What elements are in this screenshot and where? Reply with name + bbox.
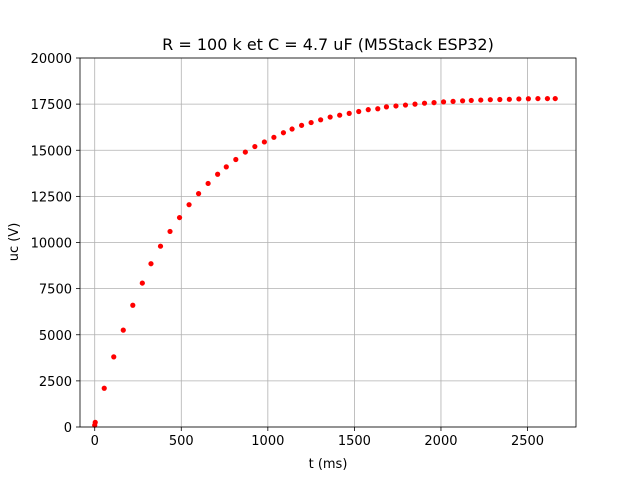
data-point — [356, 108, 362, 115]
data-point — [101, 385, 107, 391]
data-points — [92, 95, 558, 428]
data-point — [365, 107, 371, 113]
data-point — [431, 100, 437, 106]
data-point — [535, 95, 541, 102]
y-axis-label: uc (V) — [7, 223, 22, 262]
data-point — [421, 100, 428, 106]
data-point — [186, 202, 192, 208]
data-point — [215, 171, 221, 177]
data-point — [525, 96, 531, 102]
data-point — [440, 99, 447, 105]
data-point — [552, 95, 558, 102]
y-tick-label: 12500 — [31, 190, 72, 205]
data-point — [157, 243, 164, 249]
data-point — [402, 102, 409, 108]
data-point — [223, 164, 229, 170]
data-point — [242, 149, 248, 155]
data-point — [375, 106, 381, 112]
data-point — [148, 261, 154, 267]
y-tick-label: 17500 — [31, 98, 72, 113]
data-point — [120, 327, 126, 333]
data-point — [497, 96, 503, 103]
y-tick-label: 5000 — [39, 329, 72, 344]
y-axis-ticks: 0 2500 5000 7500 10000 12500 15000 17500 20000 — [31, 52, 80, 436]
data-point — [450, 98, 456, 104]
data-point — [506, 96, 512, 102]
data-point — [412, 101, 418, 107]
data-point — [280, 130, 287, 136]
data-point — [92, 419, 98, 425]
x-axis-label: t (ms) — [309, 457, 348, 472]
x-tick-label: 500 — [169, 434, 194, 449]
x-tick-label: 2500 — [511, 434, 544, 449]
data-point — [460, 98, 466, 104]
y-tick-label: 7500 — [39, 283, 72, 298]
data-point — [383, 104, 390, 110]
data-point — [393, 103, 399, 109]
data-point — [318, 117, 324, 123]
x-tick-label: 0 — [91, 434, 99, 449]
y-tick-label: 2500 — [39, 375, 72, 390]
data-point — [308, 119, 314, 126]
data-point — [487, 97, 493, 103]
data-point — [271, 134, 277, 140]
data-point — [261, 139, 267, 145]
data-point — [327, 114, 333, 120]
data-point — [167, 228, 173, 235]
grid — [80, 57, 576, 428]
data-point — [205, 180, 211, 187]
data-point — [544, 95, 551, 102]
y-tick-label: 10000 — [31, 237, 72, 252]
data-point — [233, 156, 239, 163]
y-tick-label: 15000 — [31, 144, 72, 159]
data-point — [337, 112, 343, 118]
data-point — [298, 122, 305, 128]
y-tick-label: 20000 — [31, 52, 72, 67]
data-point — [111, 354, 117, 360]
y-tick-label: 0 — [64, 421, 72, 436]
x-tick-label: 1500 — [338, 434, 371, 449]
data-point — [516, 96, 522, 102]
data-point — [252, 143, 258, 150]
chart-title: R = 100 k et C = 4.7 uF (M5Stack ESP32) — [162, 35, 494, 54]
data-point — [289, 126, 295, 132]
data-point — [130, 302, 136, 308]
data-point — [468, 97, 474, 104]
x-tick-label: 1000 — [251, 434, 284, 449]
data-point — [195, 191, 202, 197]
x-tick-label: 2000 — [424, 434, 457, 449]
x-axis-ticks: 0 500 1000 1500 2000 2500 — [91, 427, 544, 449]
data-point — [139, 280, 145, 286]
data-point — [176, 214, 183, 221]
data-point — [346, 110, 352, 116]
data-point — [478, 97, 484, 103]
